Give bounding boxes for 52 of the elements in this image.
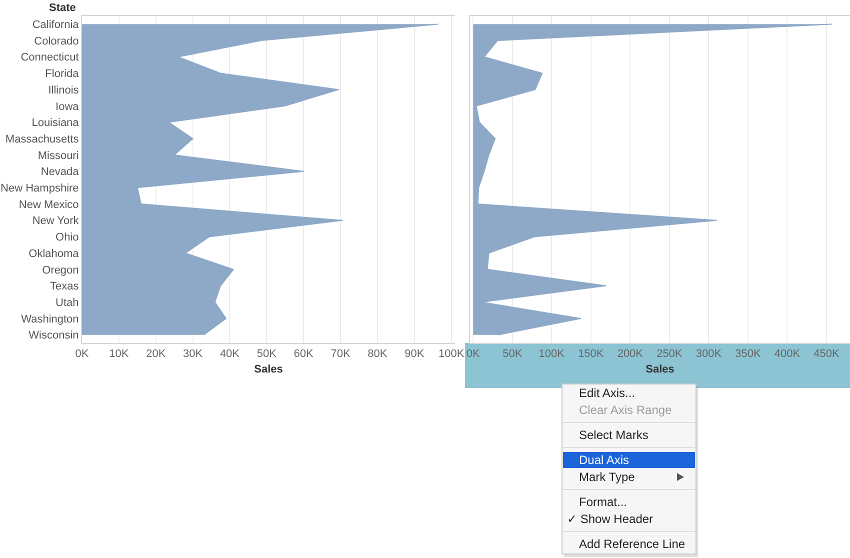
- x-tick-label: 0K: [75, 348, 90, 360]
- x-tick-label: 150K: [578, 348, 604, 360]
- y-tick-label: Iowa: [56, 100, 80, 113]
- text: Add Reference Line: [579, 537, 686, 551]
- y-tick-label: Massachusetts: [5, 133, 80, 146]
- text: Select Marks: [579, 428, 648, 442]
- x-tick-label: 80K: [368, 348, 388, 360]
- y-tick-label: New Hampshire: [0, 182, 79, 195]
- x-tick-label: 40K: [220, 348, 240, 360]
- y-tick-label: Washington: [21, 313, 79, 326]
- x-tick-label: 30K: [183, 348, 204, 360]
- y-tick-label: Oklahoma: [28, 248, 80, 260]
- text: ✓ Show Header: [567, 512, 654, 526]
- x-tick-label: 400K: [774, 348, 801, 360]
- y-tick-label: Ohio: [56, 232, 79, 244]
- x-tick-label: 70K: [330, 348, 351, 360]
- y-tick-label: Florida: [45, 68, 80, 80]
- y-tick-label: Connecticut: [20, 52, 79, 64]
- text: Edit Axis...: [579, 386, 636, 400]
- y-tick-label: New Mexico: [18, 198, 79, 211]
- y-tick-label: New York: [32, 215, 80, 228]
- x-tick-label: 60K: [294, 348, 314, 360]
- x-tick-label: 10K: [109, 348, 130, 360]
- y-tick-label: California: [32, 19, 80, 32]
- x-tick-label: 20K: [146, 348, 166, 360]
- x-axis-title: Sales: [646, 363, 674, 376]
- y-tick-label: Illinois: [48, 84, 80, 96]
- x-tick-label: 450K: [814, 348, 840, 360]
- x-tick-label: 200K: [617, 348, 644, 360]
- x-tick-label: 50K: [502, 348, 523, 360]
- x-tick-label: 0K: [466, 348, 481, 360]
- text: Clear Axis Range: [579, 403, 672, 417]
- y-tick-label: Oregon: [42, 264, 79, 276]
- x-axis-title: Sales: [254, 363, 283, 376]
- y-tick-label: Nevada: [40, 166, 80, 178]
- y-tick-label: Louisiana: [32, 117, 80, 130]
- x-tick-label: 100K: [538, 348, 566, 360]
- text: Dual Axis: [579, 453, 630, 467]
- text: Mark Type: [579, 470, 636, 484]
- y-tick-label: Missouri: [38, 150, 79, 162]
- x-tick-label: 100K: [438, 348, 465, 360]
- x-tick-label: 90K: [404, 348, 425, 360]
- x-tick-label: 350K: [735, 348, 762, 360]
- x-tick-label: 50K: [256, 348, 278, 360]
- x-tick-label: 250K: [656, 348, 683, 360]
- y-axis-title: State: [49, 2, 76, 14]
- y-tick-label: Utah: [56, 296, 79, 309]
- y-tick-label: Wisconsin: [28, 330, 79, 342]
- x-tick-label: 300K: [696, 348, 722, 360]
- y-tick-label: Colorado: [34, 35, 79, 48]
- y-tick-label: Texas: [50, 280, 80, 293]
- text: Format...: [579, 495, 628, 509]
